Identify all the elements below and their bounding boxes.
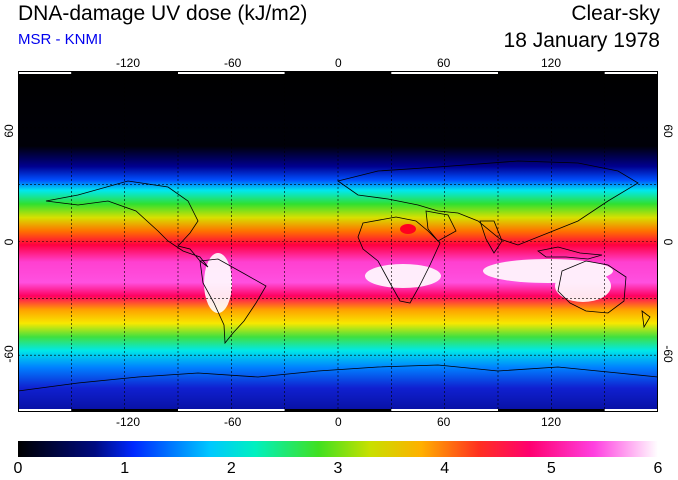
- lon-tick-bottom: -120: [116, 415, 141, 429]
- lat-tick-right: 0: [661, 238, 675, 246]
- colorbar-tick: 6: [653, 460, 663, 477]
- lon-tick-top: -120: [116, 56, 141, 70]
- colorbar-tick: 0: [13, 460, 23, 477]
- lat-tick-right: -60: [661, 345, 675, 363]
- lon-tick-top: 0: [335, 56, 342, 70]
- sky-condition: Clear-sky: [571, 2, 660, 25]
- lon-tick-top: -60: [224, 56, 242, 70]
- map-title: DNA-damage UV dose (kJ/m2): [18, 2, 308, 25]
- graticule: [18, 71, 658, 412]
- lon-tick-top: 120: [541, 56, 562, 70]
- lat-tick-left: 0: [2, 238, 16, 246]
- map-border-scale: [18, 71, 658, 412]
- coastlines: [18, 160, 658, 392]
- map-outline: [18, 71, 658, 412]
- colorbar: [18, 441, 658, 457]
- colorbar-tick: 5: [546, 460, 556, 477]
- map-subtitle: MSR - KNMI: [18, 31, 103, 48]
- colorbar-tick: 3: [333, 460, 343, 477]
- hotspot-africa: [400, 224, 416, 234]
- lat-tick-left: 60: [2, 124, 16, 138]
- lon-tick-top: 60: [437, 56, 451, 70]
- lon-tick-bottom: 0: [335, 415, 342, 429]
- colorbar-tick: 1: [120, 460, 130, 477]
- colorbar-tick: 4: [440, 460, 450, 477]
- uv-dose-map: [18, 71, 658, 412]
- lon-tick-bottom: 120: [541, 415, 562, 429]
- lon-tick-bottom: 60: [437, 415, 451, 429]
- colorbar-tick: 2: [226, 460, 236, 477]
- map-date: 18 January 1978: [503, 29, 660, 52]
- lat-tick-right: 60: [661, 124, 675, 138]
- lon-tick-bottom: -60: [224, 415, 242, 429]
- lat-tick-left: -60: [2, 345, 16, 363]
